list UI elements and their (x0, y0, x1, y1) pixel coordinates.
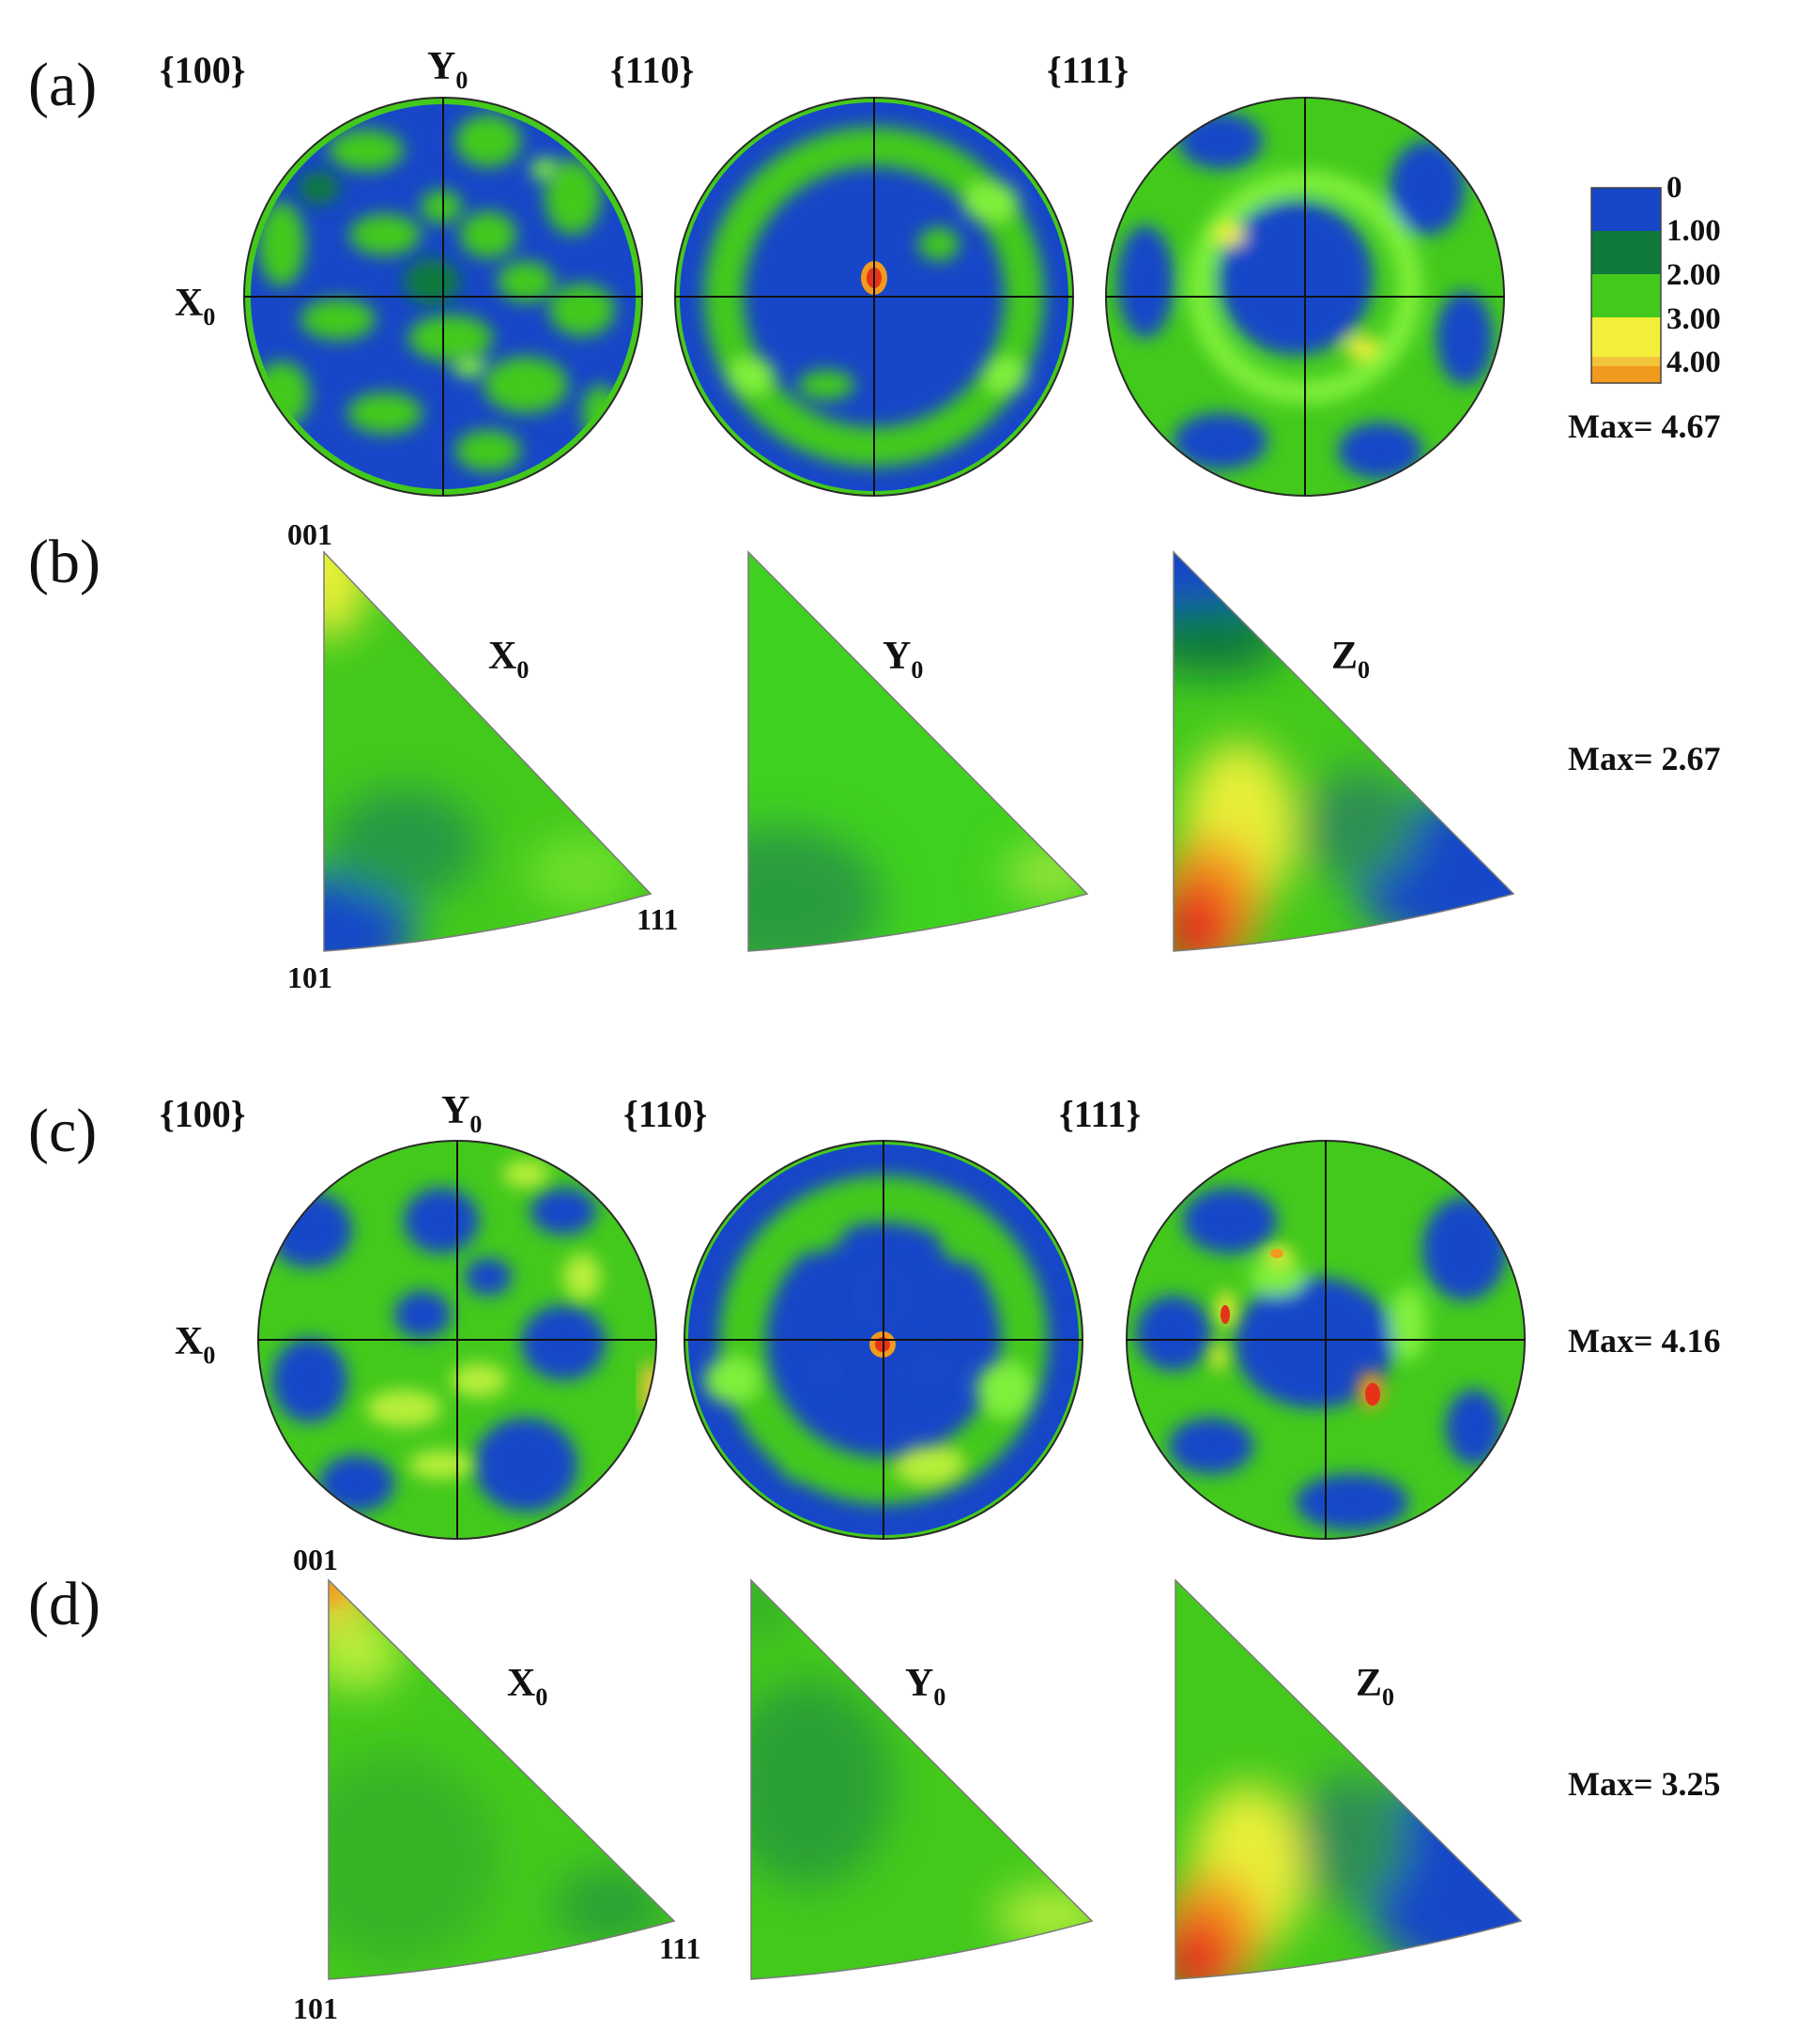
panel-label-a: (a) (28, 51, 97, 119)
pole-title-111-c: {111} (1059, 1093, 1141, 1135)
max-value-a: Max= 4.67 (1568, 407, 1721, 445)
ipf-corner-101-b: 101 (287, 961, 332, 994)
max-value-d: Max= 3.25 (1568, 1765, 1721, 1803)
ipf-corner-101-d: 101 (293, 1991, 338, 2025)
panel-label-d: (d) (28, 1570, 100, 1638)
legend-tick-3: 3.00 (1666, 302, 1721, 336)
ipf-corner-111-b: 111 (637, 902, 678, 936)
max-value-b: Max= 2.67 (1568, 740, 1721, 777)
panel-label-c: (c) (28, 1097, 97, 1165)
legend-tick-4: 4.00 (1666, 346, 1721, 379)
axis-y0-a: Y0 (427, 45, 468, 94)
ipf-y0-d (751, 1580, 1092, 1979)
legend-tick-1: 1.00 (1666, 214, 1721, 248)
ipf-corner-001-d: 001 (293, 1543, 338, 1576)
ipf-corner-111-d: 111 (659, 1931, 700, 1965)
ipf-z0-d (1175, 1580, 1521, 1979)
ipf-axis-x0-b: X0 (488, 635, 529, 684)
axis-y0-c: Y0 (441, 1089, 482, 1138)
pole-title-110-a: {110} (610, 49, 694, 91)
axis-x0-c: X0 (175, 1320, 215, 1369)
legend-tick-2: 2.00 (1666, 258, 1721, 292)
panel-label-b: (b) (28, 528, 100, 596)
legend-tick-0: 0 (1666, 171, 1682, 205)
ipf-axis-y0-b: Y0 (883, 635, 923, 684)
ipf-axis-y0-d: Y0 (905, 1662, 945, 1711)
pole-title-100-c: {100} (160, 1093, 246, 1135)
pole-title-111-a: {111} (1047, 49, 1129, 91)
ipf-corner-001-b: 001 (287, 517, 332, 551)
max-value-c: Max= 4.16 (1568, 1322, 1721, 1360)
color-legend: 0 1.00 2.00 3.00 4.00 (1590, 171, 1721, 384)
ipf-axis-x0-d: X0 (507, 1662, 547, 1711)
pole-title-100-a: {100} (160, 49, 246, 91)
ipf-axis-z0-d: Z0 (1356, 1662, 1394, 1711)
ipf-x0-d (329, 1580, 674, 1979)
ipf-z0-b (1174, 552, 1513, 951)
axis-x0-a: X0 (175, 282, 215, 330)
ipf-axis-z0-b: Z0 (1331, 635, 1370, 684)
ipf-y0-b (748, 552, 1087, 951)
pole-title-110-c: {110} (623, 1093, 707, 1135)
